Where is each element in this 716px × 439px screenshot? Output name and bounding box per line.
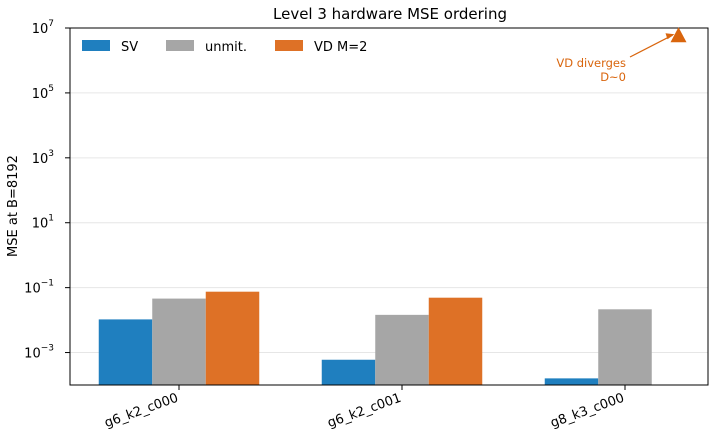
- y-tick-label: 107: [32, 19, 54, 37]
- divergence-marker: [670, 27, 687, 43]
- y-tick-exponent: 5: [48, 84, 54, 94]
- y-tick-exponent: 1: [48, 214, 54, 224]
- legend-label: SV: [121, 40, 138, 55]
- y-tick-exponent: 3: [48, 149, 54, 159]
- legend-label: VD M=2: [314, 40, 367, 55]
- bar: [98, 319, 153, 385]
- x-tick-label: g8_k3_c000: [549, 391, 627, 432]
- bar: [375, 314, 429, 385]
- x-tick-label: g6_k2_c000: [103, 391, 181, 432]
- y-tick-exponent: −3: [41, 344, 54, 354]
- y-tick-label: 10−3: [24, 344, 54, 362]
- bars: [98, 291, 652, 385]
- bar: [598, 309, 652, 385]
- annotation-arrow: [629, 34, 673, 58]
- plot-frame: [69, 27, 709, 386]
- bar: [152, 298, 206, 385]
- y-axis-label: MSE at B=8192: [6, 155, 21, 257]
- y-tick-exponent: 7: [48, 19, 54, 29]
- y-tick-label: 105: [32, 84, 54, 102]
- bar: [428, 297, 483, 385]
- y-tick-label: 103: [32, 149, 54, 167]
- annotation-text: VD diverges: [556, 56, 626, 70]
- chart-title: Level 3 hardware MSE ordering: [273, 5, 507, 23]
- legend-swatch: [166, 40, 194, 51]
- bar: [321, 359, 376, 385]
- legend-swatch: [82, 40, 110, 51]
- legend-label: unmit.: [205, 40, 247, 55]
- annotation-arrowhead: [665, 33, 675, 40]
- x-axis-ticks: g6_k2_c000 g6_k2_c001 g8_k3_c000: [103, 385, 627, 432]
- y-tick-label: 10−1: [24, 279, 54, 297]
- annotation-text: D~0: [600, 70, 626, 84]
- bar: [544, 378, 599, 385]
- legend-swatch: [275, 40, 303, 51]
- y-axis-ticks: 107 105 103 101 10−1 10−3: [24, 19, 70, 362]
- x-tick-label: g6_k2_c001: [326, 391, 404, 432]
- bar: [205, 291, 260, 385]
- y-tick-exponent: −1: [41, 279, 54, 289]
- y-tick-label: 101: [32, 214, 54, 232]
- legend: SV unmit. VD M=2: [82, 40, 367, 55]
